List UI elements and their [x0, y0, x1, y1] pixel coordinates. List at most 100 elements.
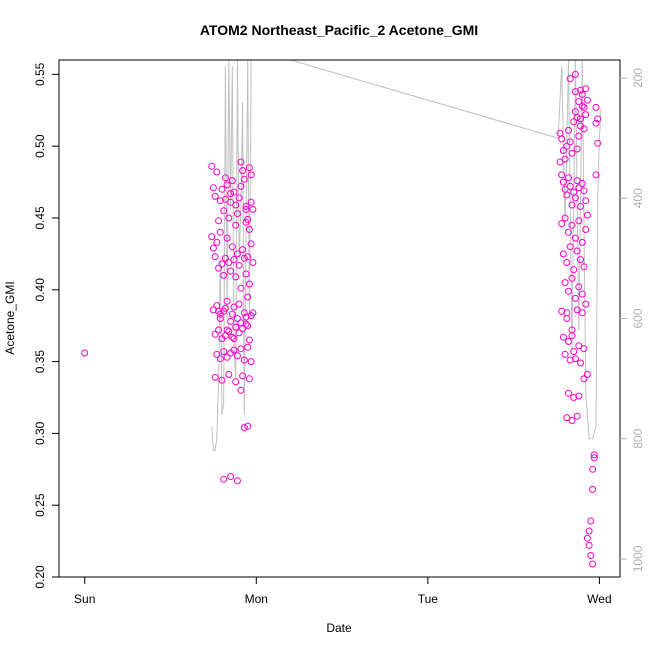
data-point: [583, 211, 591, 219]
y2-tick-label: 800: [631, 428, 645, 448]
data-point: [571, 108, 579, 116]
data-point: [577, 359, 584, 367]
data-point: [571, 194, 579, 202]
data-point: [565, 126, 572, 134]
data-point: [590, 454, 598, 462]
data-point: [209, 306, 217, 314]
data-point: [566, 182, 574, 190]
plot-frame: [58, 59, 621, 578]
data-point: [208, 233, 216, 241]
data-point: [558, 135, 566, 143]
data-point: [575, 132, 583, 140]
data-point: [211, 253, 219, 261]
data-point: [249, 205, 257, 213]
data-point: [211, 330, 219, 338]
data-point: [570, 348, 578, 355]
data-point: [558, 307, 566, 315]
data-point: [223, 353, 231, 361]
data-point: [592, 103, 600, 111]
data-point: [223, 326, 231, 334]
data-point: [232, 323, 240, 331]
y-axis-label: Acetone_GMI: [3, 281, 17, 354]
data-point: [221, 195, 229, 203]
data-point: [590, 451, 598, 459]
data-point: [215, 307, 223, 315]
data-point: [592, 119, 600, 127]
data-point: [225, 214, 233, 222]
data-point: [240, 309, 248, 317]
data-point: [216, 228, 224, 236]
data-point: [589, 465, 597, 473]
data-point: [223, 181, 231, 189]
data-point: [561, 214, 569, 222]
data-point: [244, 422, 252, 430]
data-point: [220, 348, 228, 355]
data-point: [220, 475, 228, 483]
data-point: [247, 240, 255, 248]
data-point: [559, 147, 567, 154]
data-point: [561, 155, 569, 163]
y2-tick-label: 400: [631, 188, 645, 208]
data-point: [239, 167, 247, 175]
data-point: [225, 371, 233, 378]
data-point: [239, 325, 247, 333]
data-point: [227, 473, 235, 480]
data-point: [566, 75, 574, 83]
data-point: [559, 333, 567, 341]
data-point: [245, 280, 253, 288]
data-point: [568, 332, 576, 340]
data-point: [585, 527, 593, 535]
data-point: [561, 279, 569, 287]
data-point: [233, 477, 241, 485]
data-point: [583, 96, 591, 104]
data-point: [211, 192, 219, 200]
data-point: [242, 205, 250, 213]
x-tick-label: Wed: [587, 592, 611, 606]
data-point: [578, 238, 586, 246]
y-tick-label: 0.35: [33, 350, 47, 374]
data-point: [237, 386, 245, 394]
data-point: [245, 375, 253, 383]
data-point: [213, 168, 221, 176]
data-point: [568, 417, 576, 424]
data-point: [580, 187, 588, 195]
data-point: [237, 182, 245, 190]
data-point: [221, 174, 229, 182]
data-point: [571, 355, 579, 363]
data-point: [575, 392, 583, 400]
data-point: [211, 373, 219, 381]
data-point: [216, 197, 224, 205]
data-point: [571, 294, 579, 302]
data-point: [568, 221, 576, 229]
data-point: [568, 149, 576, 157]
data-point: [247, 358, 255, 366]
data-point: [228, 310, 236, 318]
data-point: [565, 338, 572, 345]
data-point: [242, 218, 250, 226]
data-point: [230, 188, 238, 196]
data-point: [223, 297, 231, 305]
data-point: [578, 180, 586, 187]
data-point: [592, 171, 600, 179]
data-point: [215, 326, 223, 334]
data-point: [578, 309, 586, 317]
data-point: [227, 267, 235, 275]
data-point: [583, 371, 591, 378]
data-point: [573, 145, 581, 153]
data-point: [230, 303, 238, 311]
y-tick-label: 0.20: [33, 565, 47, 589]
data-point: [563, 414, 571, 422]
data-point: [582, 111, 590, 119]
data-point: [240, 175, 248, 183]
data-point: [230, 335, 238, 343]
data-point: [249, 309, 257, 317]
data-point: [571, 234, 579, 242]
data-point: [570, 266, 578, 274]
data-point: [244, 253, 252, 261]
data-point: [585, 541, 593, 549]
data-point: [209, 244, 217, 252]
data-point: [242, 203, 250, 210]
data-point: [582, 300, 590, 308]
data-point: [563, 309, 571, 317]
data-point: [242, 320, 250, 328]
